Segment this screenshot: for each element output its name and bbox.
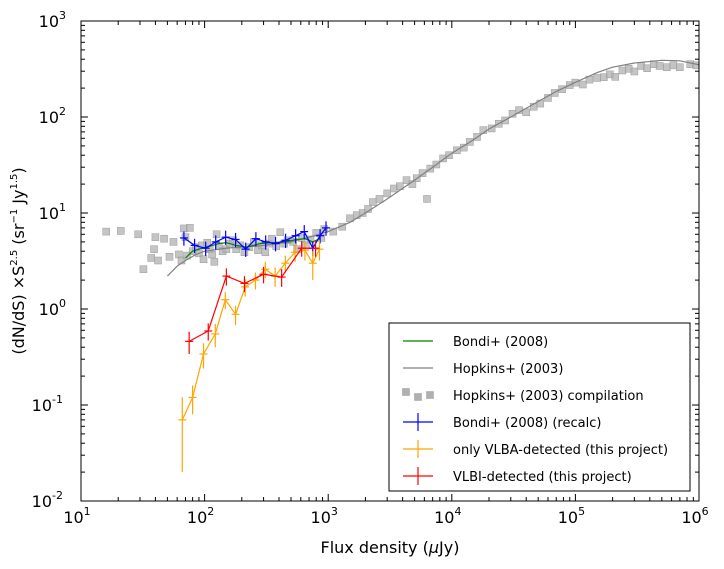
series-vlbi-detected-this-project xyxy=(185,241,320,354)
data-point-square xyxy=(302,241,310,250)
data-point-square xyxy=(261,248,270,257)
data-point-square xyxy=(268,234,276,243)
legend-label: only VLBA-detected (this project) xyxy=(453,443,668,458)
data-point-square xyxy=(147,254,155,262)
data-point-square xyxy=(210,258,219,266)
data-point-square xyxy=(181,233,190,241)
data-point-square xyxy=(611,73,619,81)
data-point-square xyxy=(383,189,391,198)
data-point-square xyxy=(663,63,671,71)
data-point-square xyxy=(186,224,194,232)
data-point-square xyxy=(165,253,174,261)
legend-entry: Bondi+ (2008) (recalc) xyxy=(403,413,601,431)
legend: Bondi+ (2008) Hopkins+ (2003) Hopkins+ (20… xyxy=(388,322,691,492)
data-point-square xyxy=(150,245,158,253)
legend-label: Bondi+ (2008) (recalc) xyxy=(453,416,601,431)
data-point-square xyxy=(369,198,377,206)
legend-label: Hopkins+ (2003) compilation xyxy=(453,389,644,404)
data-point-square xyxy=(655,62,664,70)
data-point-square xyxy=(117,227,125,235)
data-point-square xyxy=(418,169,427,177)
series-line xyxy=(183,227,327,251)
data-point-square xyxy=(375,195,384,203)
data-point-square xyxy=(630,67,639,76)
legend-square-swatch xyxy=(402,388,410,396)
legend-entry: only VLBA-detected (this project) xyxy=(403,440,668,458)
data-point-square xyxy=(402,176,411,184)
legend-square-swatch xyxy=(414,393,422,401)
data-point-square xyxy=(102,227,110,236)
data-point-square xyxy=(579,80,587,89)
data-point-square xyxy=(423,195,431,203)
legend-label: Hopkins+ (2003) xyxy=(453,362,563,377)
data-point-square xyxy=(169,238,178,246)
series-line xyxy=(188,247,316,342)
legend-entry: VLBI-detected (this project) xyxy=(403,467,632,485)
series-layer xyxy=(102,59,699,473)
data-point-square xyxy=(676,63,684,71)
data-point-square xyxy=(151,233,160,241)
data-point-square xyxy=(487,124,496,133)
series-hopkins-2003 xyxy=(166,59,699,277)
legend-entry: Hopkins+ (2003) compilation xyxy=(402,388,644,404)
legend-entry: Bondi+ (2008) xyxy=(403,335,548,350)
data-point-square xyxy=(154,256,162,265)
legend-label: VLBI-detected (this project) xyxy=(453,470,632,485)
legend-entry: Hopkins+ (2003) xyxy=(403,362,563,377)
data-point-square xyxy=(329,227,338,236)
legend-square-swatch xyxy=(426,391,434,399)
series-line xyxy=(166,59,699,277)
data-point-square xyxy=(254,246,262,254)
data-point-square xyxy=(160,234,168,243)
data-point-square xyxy=(199,255,208,263)
data-point-square xyxy=(643,64,651,72)
data-point-square xyxy=(212,230,221,239)
legend-label: Bondi+ (2008) xyxy=(453,335,548,350)
data-point-square xyxy=(208,250,216,259)
x-axis-label: Flux density (μJy) xyxy=(321,538,460,557)
data-point-square xyxy=(139,265,148,273)
data-point-square xyxy=(618,66,627,75)
data-point-square xyxy=(692,61,699,70)
data-point-square xyxy=(134,230,142,239)
plot-frame xyxy=(80,20,700,502)
data-point-square xyxy=(593,74,601,82)
data-point-square xyxy=(669,61,678,70)
data-point-square xyxy=(276,228,285,237)
legend-box xyxy=(388,322,691,492)
